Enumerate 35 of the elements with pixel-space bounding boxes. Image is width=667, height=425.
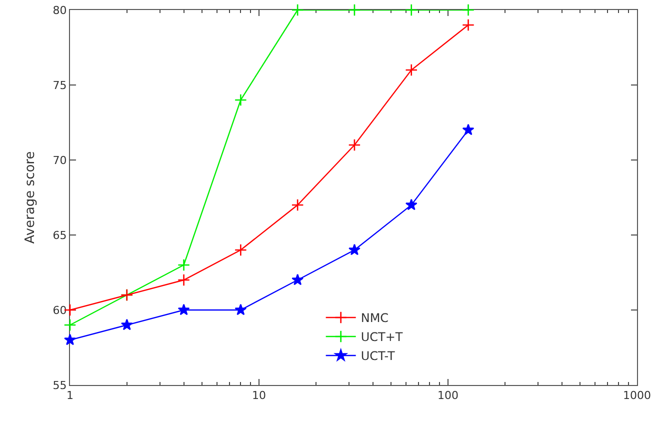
x-tick-label: 100 [438, 389, 458, 402]
point [234, 94, 247, 106]
point [291, 198, 304, 212]
point [120, 318, 133, 330]
y-tick-label: 80 [52, 4, 67, 17]
point [64, 334, 76, 346]
point [462, 18, 475, 32]
point [348, 244, 360, 256]
y-tick-label: 55 [52, 378, 67, 392]
x-tick-label: 1000 [623, 389, 651, 402]
point [348, 138, 361, 152]
point [178, 304, 190, 316]
point [234, 304, 247, 316]
point [64, 318, 76, 332]
point [292, 274, 304, 286]
point [234, 244, 247, 256]
point [405, 198, 418, 210]
point [348, 4, 361, 16]
legend-label: UCT+T [360, 330, 404, 344]
point [405, 4, 418, 16]
y-tick-label: 75 [52, 78, 67, 92]
legend-label: NMC [360, 311, 389, 326]
point [291, 4, 304, 16]
y-axis-title: Average score [23, 151, 38, 244]
x-tick-label: 1 [66, 389, 74, 402]
legend-label: UCT-T [360, 349, 396, 364]
point [405, 64, 418, 76]
y-tick-label: 60 [52, 304, 67, 317]
y-tick-label: 70 [52, 154, 67, 167]
x-tick-label: 10 [252, 389, 266, 402]
point [462, 4, 475, 16]
point [462, 124, 474, 136]
y-tick-label: 65 [52, 228, 67, 242]
point [178, 258, 190, 272]
point [178, 274, 190, 286]
